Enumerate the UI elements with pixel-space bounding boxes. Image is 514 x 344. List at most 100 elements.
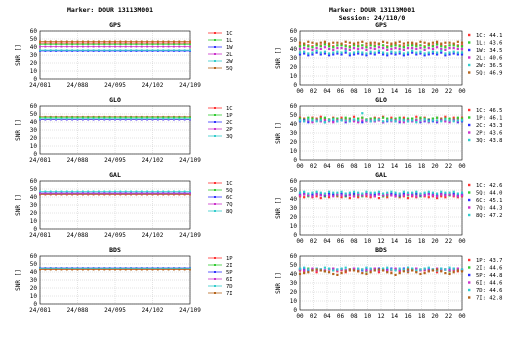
data-point (435, 51, 439, 54)
data-point (39, 192, 41, 195)
x-tick-label: 16 (404, 313, 412, 320)
data-point (124, 45, 127, 48)
data-point (369, 50, 372, 53)
chart-panel: GAL 0 10 20 30 40 50 60 00 02 04 06 08 10 12 14 16 18 20 22… (275, 171, 503, 245)
data-point (415, 269, 418, 272)
data-point (60, 117, 63, 120)
chart-title: GAL (375, 171, 387, 179)
x-tick-label: 18 (418, 88, 426, 95)
y-tick-label: 20 (290, 139, 298, 146)
data-point (402, 268, 405, 271)
data-point (460, 47, 464, 51)
data-point (352, 51, 356, 54)
data-point (361, 121, 364, 124)
data-point (402, 116, 405, 119)
data-point (49, 117, 52, 120)
y-tick-label: 0 (293, 157, 297, 164)
legend-marker (468, 296, 471, 299)
data-point (452, 271, 455, 274)
legend-label: 5P: 44.8 (476, 273, 503, 279)
data-point (377, 46, 381, 49)
data-point (419, 272, 422, 276)
data-point (361, 40, 364, 43)
data-point (427, 196, 430, 199)
data-point (357, 196, 360, 199)
y-tick-label: 50 (30, 261, 38, 268)
data-point (444, 196, 447, 199)
legend-marker (468, 63, 471, 67)
data-point (411, 267, 414, 270)
data-point (435, 197, 439, 200)
data-point (311, 48, 314, 51)
data-point (411, 44, 414, 47)
legend-label: 6C: 45.1 (476, 198, 503, 204)
data-point (386, 269, 389, 272)
data-point (98, 267, 100, 270)
x-tick-label: 00 (458, 238, 466, 245)
data-point (44, 42, 47, 44)
data-point (124, 117, 127, 120)
data-point (327, 267, 331, 270)
data-point (183, 190, 186, 193)
data-point (303, 47, 306, 50)
data-point (431, 119, 435, 122)
data-point (315, 120, 318, 123)
data-point (365, 48, 368, 51)
data-point (394, 195, 397, 198)
data-point (398, 52, 401, 55)
data-point (352, 118, 356, 121)
data-point (173, 43, 175, 46)
x-tick-label: 10 (364, 313, 372, 320)
x-tick-label: 18 (418, 313, 426, 320)
data-point (365, 195, 368, 198)
x-tick-label: 12 (377, 313, 385, 320)
data-point (44, 116, 47, 119)
data-point (71, 45, 74, 48)
x-tick-label: 06 (337, 88, 345, 95)
data-point (76, 268, 79, 271)
data-point (435, 195, 439, 198)
data-point (394, 269, 397, 272)
x-tick-label: 02 (310, 163, 318, 170)
data-point (369, 271, 372, 274)
data-point (460, 51, 464, 54)
data-point (340, 42, 343, 45)
data-point (435, 116, 439, 119)
data-point (49, 192, 52, 195)
data-point (307, 121, 310, 124)
data-point (124, 49, 127, 52)
legend-marker (468, 138, 471, 142)
data-point (348, 52, 351, 55)
data-point (311, 121, 314, 124)
data-point (156, 116, 159, 119)
data-point (340, 47, 343, 50)
data-point (381, 44, 385, 47)
plot-frame (39, 255, 191, 305)
data-point (361, 119, 364, 122)
data-point (55, 40, 57, 43)
data-point (327, 119, 331, 122)
x-tick-label: 06 (337, 163, 345, 170)
data-point (365, 269, 368, 272)
data-point (427, 51, 430, 54)
data-point (340, 53, 343, 56)
data-point (381, 267, 385, 270)
data-point (189, 49, 191, 52)
x-tick-label: 24/109 (179, 232, 201, 239)
data-point (357, 270, 360, 273)
y-tick-label: 10 (290, 298, 298, 305)
data-point (298, 53, 302, 56)
data-point (423, 267, 426, 270)
data-point (124, 267, 127, 270)
legend-label: 5Q (226, 188, 233, 194)
x-tick-label: 20 (431, 313, 439, 320)
data-point (357, 193, 360, 196)
y-axis-label: SNR [] (15, 44, 22, 66)
data-point (103, 43, 106, 46)
data-point (108, 116, 111, 119)
plot-frame (39, 180, 191, 230)
data-point (390, 52, 393, 55)
data-point (402, 270, 405, 273)
legend-label: 6I: 44.6 (476, 281, 503, 287)
data-point (162, 42, 165, 44)
